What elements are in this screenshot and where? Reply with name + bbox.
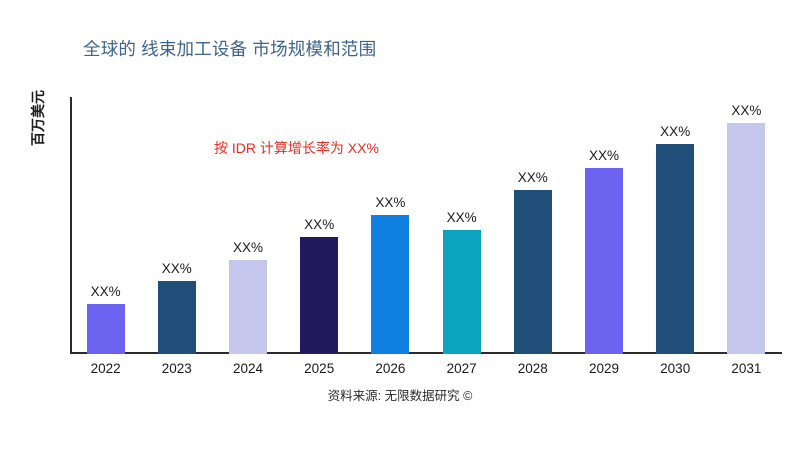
x-axis-tick-label: 2027 xyxy=(446,361,477,376)
bar-group: XX% 2030 xyxy=(640,97,711,376)
bar[interactable] xyxy=(442,230,481,354)
bar-group: XX% 2027 xyxy=(426,97,497,376)
bar[interactable] xyxy=(727,122,766,354)
bar-value-label: XX% xyxy=(161,261,192,277)
x-axis-tick-label: 2030 xyxy=(660,361,691,376)
bar-value-label: XX% xyxy=(660,123,691,139)
bar-value-label: XX% xyxy=(588,147,619,163)
x-axis-tick-label: 2031 xyxy=(731,361,762,376)
bar[interactable] xyxy=(157,281,196,354)
x-axis-tick-label: 2029 xyxy=(588,361,620,376)
y-axis-line xyxy=(70,97,72,353)
bar[interactable] xyxy=(86,304,125,354)
bar-group: XX% 2028 xyxy=(497,97,568,376)
x-axis-tick-label: 2028 xyxy=(517,361,548,376)
page-title: 全球的 线束加工设备 市场规模和范围 xyxy=(83,39,377,59)
bar[interactable] xyxy=(371,214,410,354)
bar-value-label: XX% xyxy=(304,217,335,233)
bar-group: XX% 2029 xyxy=(568,97,639,376)
source-note: 资料来源: 无限数据研究 © xyxy=(327,389,473,403)
bar-value-label: XX% xyxy=(375,194,406,210)
x-axis-line xyxy=(70,352,782,354)
x-axis-tick-label: 2025 xyxy=(304,361,335,376)
growth-rate-annotation: 按 IDR 计算增长率为 XX% xyxy=(214,140,379,156)
bar[interactable] xyxy=(228,260,267,354)
x-axis-tick-label: 2022 xyxy=(90,361,121,376)
bar-value-label: XX% xyxy=(232,240,263,256)
bar-group: XX% 2023 xyxy=(141,97,212,376)
bar-group: XX% 2031 xyxy=(711,97,782,376)
x-axis-tick-label: 2024 xyxy=(232,361,264,376)
bar-value-label: XX% xyxy=(517,169,548,185)
bar[interactable] xyxy=(513,189,552,354)
bar-group: XX% 2025 xyxy=(284,97,355,376)
bar-group: XX% 2022 xyxy=(70,97,141,376)
bar-value-label: XX% xyxy=(446,210,477,226)
bar-value-label: XX% xyxy=(90,284,121,300)
bar[interactable] xyxy=(584,167,623,354)
plot-area: 按 IDR 计算增长率为 XX% XX% 2022 XX% 2023 XX% 2024 XX… xyxy=(70,95,782,376)
bar-value-label: XX% xyxy=(731,102,762,118)
bar-group: XX% 2024 xyxy=(212,97,283,376)
bar[interactable] xyxy=(656,143,695,354)
x-axis-tick-label: 2023 xyxy=(161,361,192,376)
bar[interactable] xyxy=(300,237,339,354)
x-axis-tick-label: 2026 xyxy=(375,361,406,376)
y-axis-label: 百万美元 xyxy=(30,90,46,146)
bar-group: XX% 2026 xyxy=(355,97,426,376)
